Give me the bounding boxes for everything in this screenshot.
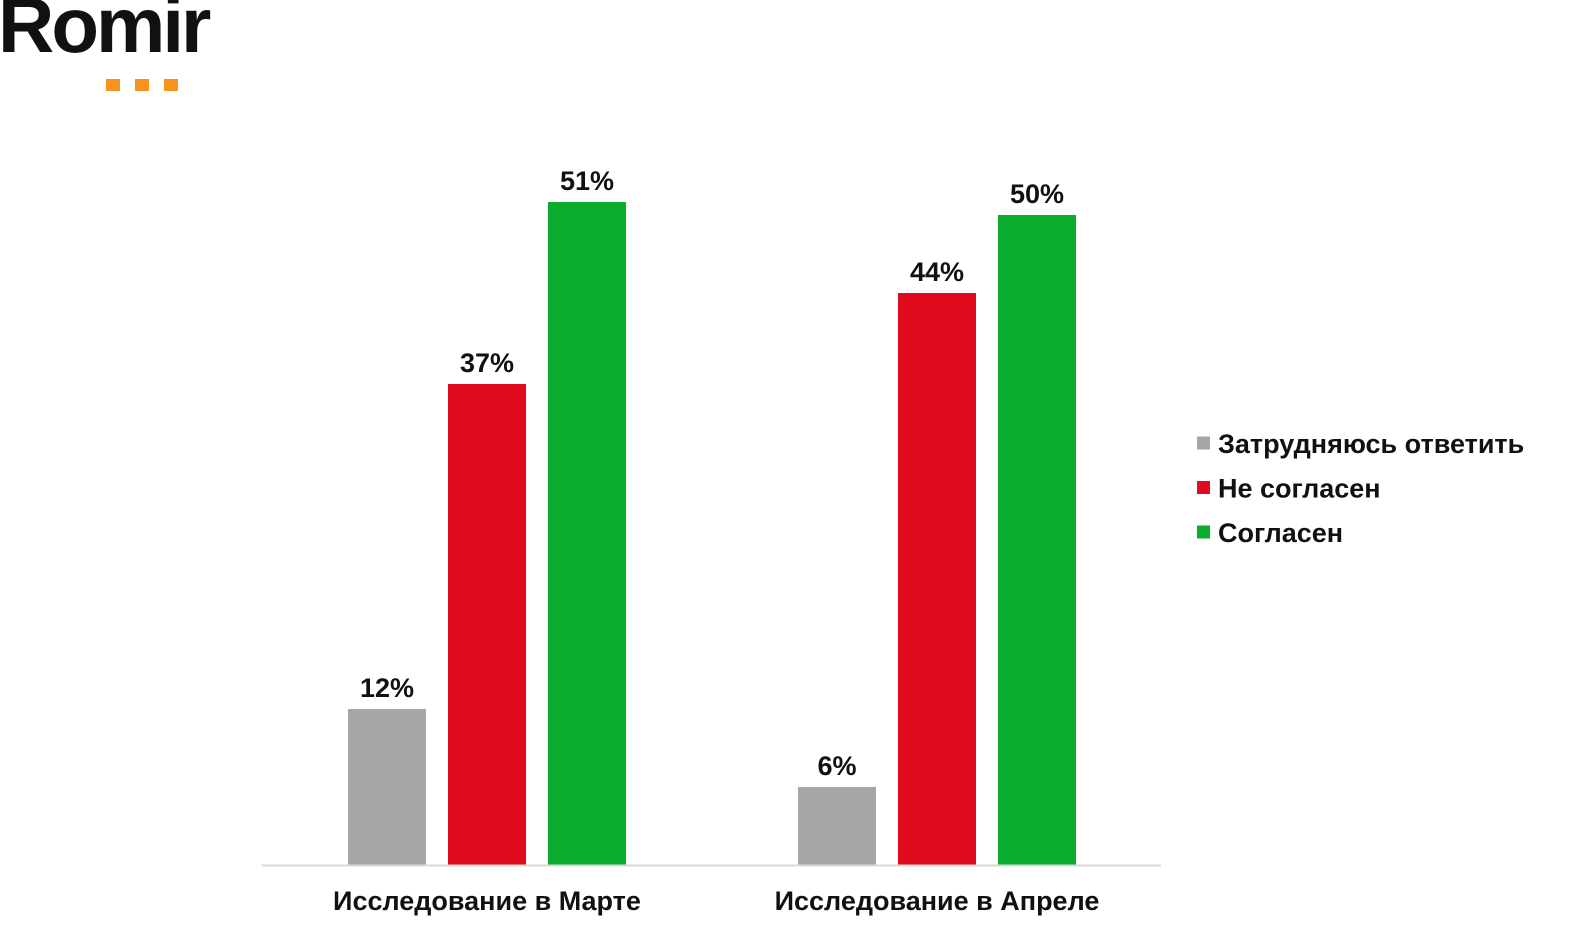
labels-layer: 12% 37% 51% Исследование в Марте 6% 44% 50% Исс…	[333, 166, 1099, 916]
logo-dots-icon	[106, 79, 178, 91]
legend-swatch-3	[1197, 525, 1210, 539]
logo-dot	[135, 79, 149, 91]
data-label-2-series-2: 44%	[910, 257, 964, 287]
legend: Затрудняюсь ответить Не согласен Согласен	[1197, 429, 1524, 548]
legend-label-1: Затрудняюсь ответить	[1218, 429, 1524, 459]
logo-dot	[106, 79, 120, 91]
bars-layer	[348, 202, 1076, 865]
bar-1-series-3	[548, 202, 626, 865]
bar-1-series-2	[448, 384, 526, 865]
bar-2-series-3	[998, 215, 1076, 865]
data-label-1-series-2: 37%	[460, 348, 514, 378]
bar-2-series-1	[798, 787, 876, 865]
data-label-2-series-1: 6%	[817, 751, 856, 781]
data-label-1-series-3: 51%	[560, 166, 614, 196]
bar-2-series-2	[898, 293, 976, 865]
category-label-2: Исследование в Апреле	[775, 886, 1100, 916]
legend-label-3: Согласен	[1218, 518, 1343, 548]
logo-dot	[164, 79, 178, 91]
data-label-2-series-3: 50%	[1010, 179, 1064, 209]
romir-logo: Romir	[0, 0, 250, 100]
logo-wordmark: Romir	[0, 0, 211, 69]
legend-swatch-1	[1197, 436, 1210, 450]
data-label-1-series-1: 12%	[360, 673, 414, 703]
category-label-1: Исследование в Марте	[333, 886, 641, 916]
legend-label-2: Не согласен	[1218, 474, 1381, 504]
legend-swatch-2	[1197, 481, 1210, 494]
bar-1-series-1	[348, 709, 426, 865]
